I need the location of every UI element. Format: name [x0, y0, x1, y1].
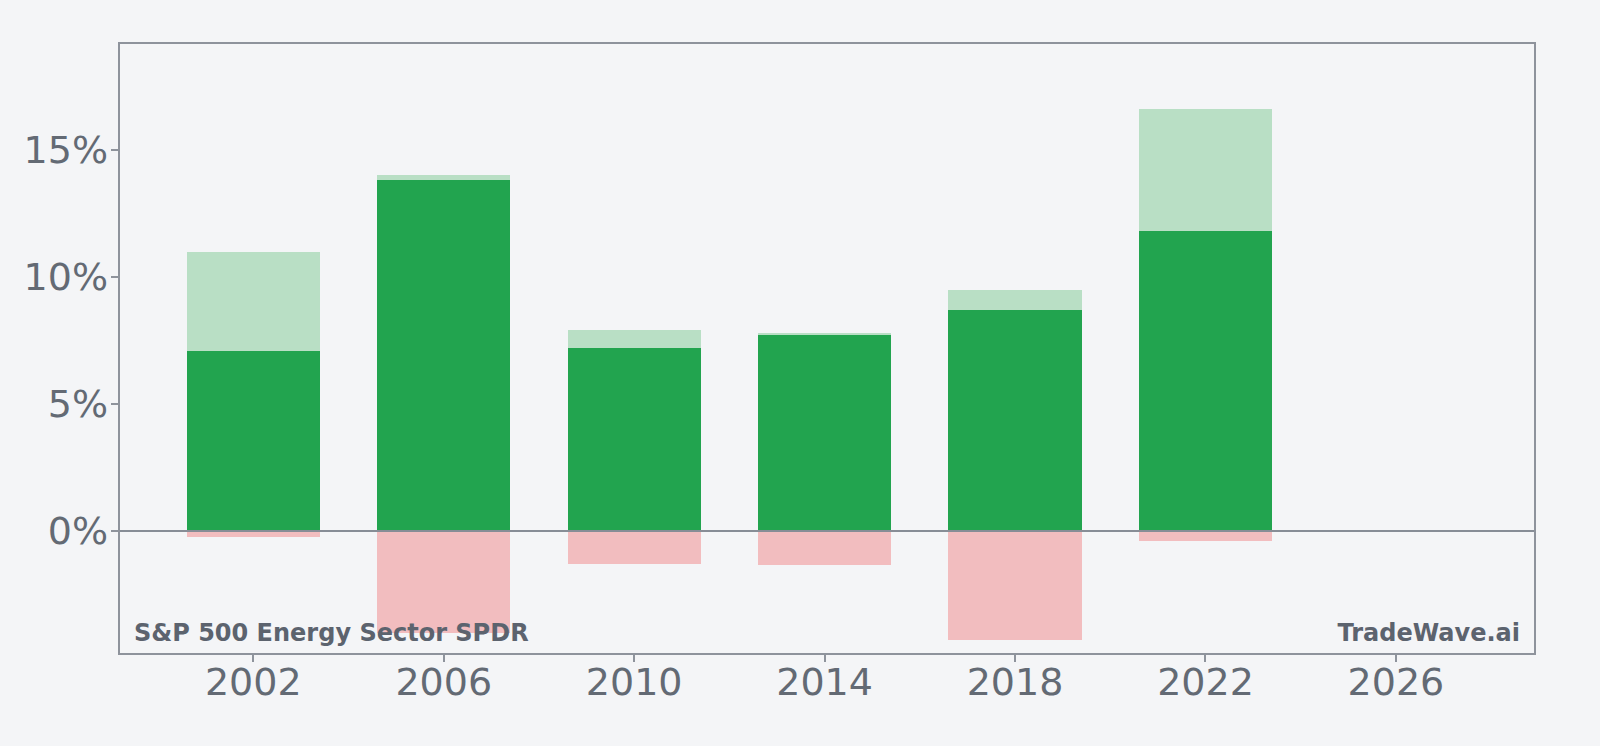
x-tick-label-2002: 2002: [163, 663, 343, 701]
zero-baseline: [120, 530, 1534, 532]
series-title-label: S&P 500 Energy Sector SPDR: [134, 619, 529, 647]
x-tick-label-2022: 2022: [1115, 663, 1295, 701]
x-tick-label-2018: 2018: [925, 663, 1105, 701]
x-tick-mark: [252, 655, 254, 662]
bar-2022-return: [1139, 231, 1272, 531]
x-tick-label-2006: 2006: [354, 663, 534, 701]
y-tick-label-15%: 15%: [24, 131, 108, 169]
watermark-label: TradeWave.ai: [1338, 619, 1521, 647]
x-tick-mark: [1014, 655, 1016, 662]
bar-2014-low: [758, 531, 891, 565]
x-tick-label-2014: 2014: [735, 663, 915, 701]
y-tick-mark: [111, 276, 118, 278]
bar-2014-return: [758, 335, 891, 531]
bar-2002-high: [187, 252, 320, 351]
bar-2010-return: [568, 348, 701, 531]
bar-2018-high: [948, 290, 1081, 310]
plot-area: S&P 500 Energy Sector SPDR TradeWave.ai: [118, 42, 1536, 655]
bar-2018-low: [948, 531, 1081, 640]
plot-inner: S&P 500 Energy Sector SPDR TradeWave.ai: [120, 44, 1534, 653]
bar-2002-return: [187, 351, 320, 531]
y-tick-label-0%: 0%: [48, 512, 108, 550]
bar-2010-high: [568, 330, 701, 348]
bar-2006-low: [377, 531, 510, 633]
bar-2018-return: [948, 310, 1081, 531]
x-tick-mark: [1204, 655, 1206, 662]
y-tick-mark: [111, 530, 118, 532]
bar-2022-high: [1139, 109, 1272, 231]
y-tick-mark: [111, 149, 118, 151]
bars-layer: [120, 44, 1534, 653]
bar-2006-return: [377, 180, 510, 531]
bar-2010-low: [568, 531, 701, 564]
x-tick-mark: [824, 655, 826, 662]
bar-2022-low: [1139, 531, 1272, 541]
y-tick-mark: [111, 403, 118, 405]
y-tick-label-5%: 5%: [48, 385, 108, 423]
x-tick-mark: [1395, 655, 1397, 662]
x-tick-label-2026: 2026: [1306, 663, 1486, 701]
chart-figure: S&P 500 Energy Sector SPDR TradeWave.ai …: [0, 0, 1600, 746]
y-tick-label-10%: 10%: [24, 258, 108, 296]
x-tick-mark: [443, 655, 445, 662]
x-tick-label-2010: 2010: [544, 663, 724, 701]
x-tick-mark: [633, 655, 635, 662]
